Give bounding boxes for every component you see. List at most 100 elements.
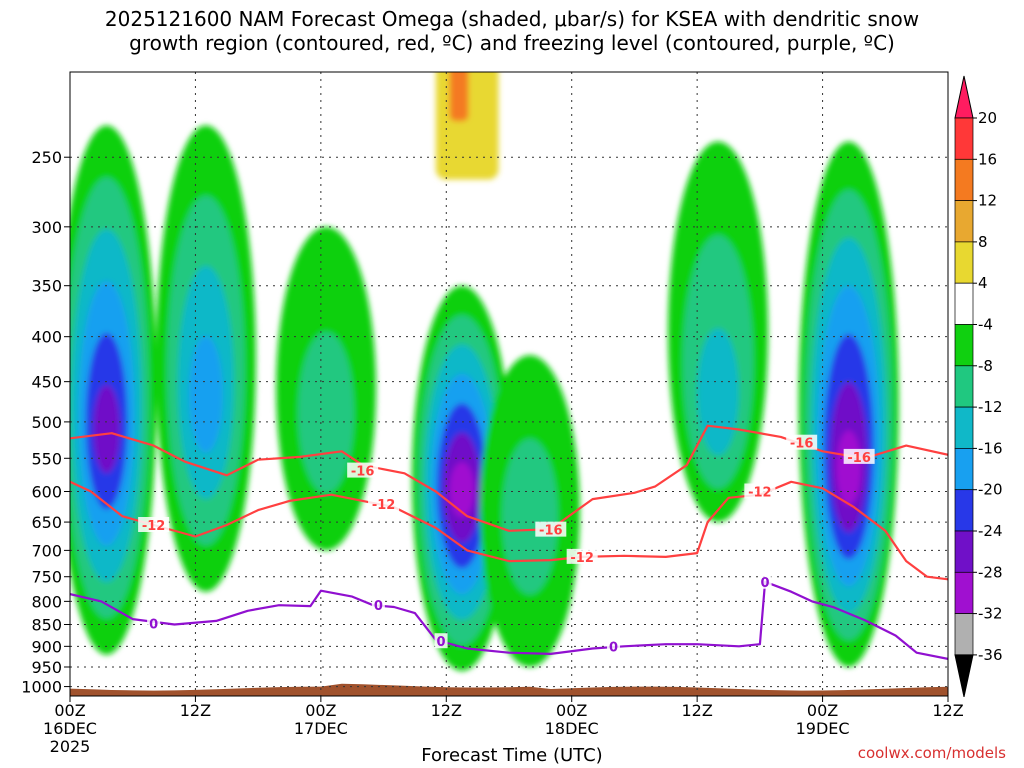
colorbar-swatch-2	[954, 158, 974, 201]
y-tick-label-550: 550	[31, 449, 62, 468]
positive-omega-peak-1	[449, 72, 469, 122]
y-tick-label-1000: 1000	[21, 678, 62, 697]
colorbar-label-1: 20	[978, 109, 997, 127]
y-tick-label-400: 400	[31, 328, 62, 347]
y-tick-label-950: 950	[31, 658, 62, 677]
colorbar-label-6: -4	[978, 316, 993, 334]
colorbar: 20 16 12 8 4 -4 -8 -12 -16 -20 -24 -28 -32 -36	[954, 75, 1003, 698]
omega-core-6-level-3	[697, 328, 739, 456]
contour-label-bg-12	[607, 638, 621, 654]
contour-label-bg-6	[368, 496, 400, 512]
colorbar-label-9: -16	[978, 439, 1003, 457]
x-tick-label-72: 00Z	[807, 701, 838, 720]
x-tick-date-24: 17DEC	[294, 719, 348, 738]
colorbar-swatch-1	[954, 117, 974, 160]
y-tick-label-350: 350	[31, 277, 62, 296]
y-tick-label-600: 600	[31, 483, 62, 502]
colorbar-label-11: -24	[978, 522, 1003, 540]
y-tick-label-750: 750	[31, 568, 62, 587]
colorbar-label-8: -12	[978, 398, 1003, 416]
contour-label-1: -16	[351, 465, 375, 480]
x-tick-label-12: 12Z	[180, 701, 211, 720]
contour-label-bg-3	[786, 434, 818, 450]
chart-title-line-1: 2025121600 NAM Forecast Omega (shaded, μ…	[104, 7, 920, 31]
x-tick-date-48: 18DEC	[545, 719, 599, 738]
colorbar-swatch-13	[954, 613, 974, 656]
colorbar-label-14: -36	[978, 646, 1003, 664]
y-tick-label-500: 500	[31, 413, 62, 432]
terrain-band	[70, 683, 948, 696]
contour-label-6: -12	[372, 498, 396, 513]
contour-label-bg-13	[758, 573, 772, 589]
colorbar-swatch-8	[954, 406, 974, 449]
contours: -16 -16 -16 -16 -12 -12 -12 -12 0 0 0 0 0	[70, 424, 948, 660]
colorbar-label-3: 12	[978, 192, 997, 210]
colorbar-label-13: -32	[978, 605, 1003, 623]
omega-field	[70, 72, 899, 671]
credit-text: coolwx.com/models	[857, 744, 1006, 762]
contour-label-7: -12	[570, 551, 594, 566]
contour-label-bg-8	[744, 483, 776, 499]
omega-core-1-level-6	[93, 384, 120, 474]
contour-label-bg-10	[371, 597, 385, 613]
x-tick-label-48: 00Z	[556, 701, 587, 720]
contour-label-bg-9	[147, 615, 161, 631]
contour-label-bg-5	[138, 517, 170, 533]
y-tick-label-700: 700	[31, 541, 62, 560]
x-tick-label-84: 12Z	[932, 701, 963, 720]
contour-label-bg-1	[347, 462, 379, 478]
x-tick-label-60: 12Z	[681, 701, 712, 720]
y-tick-label-650: 650	[31, 513, 62, 532]
colorbar-swatch-3	[954, 200, 974, 243]
contour-label-12: 0	[609, 640, 618, 655]
x-tick-date-0: 16DEC	[43, 719, 97, 738]
contour-line-3	[70, 580, 948, 660]
colorbar-swatch-5	[954, 282, 974, 325]
colorbar-label-2: 16	[978, 150, 997, 168]
colorbar-swatch-9	[954, 448, 974, 491]
contour-line-1	[70, 424, 948, 532]
colorbar-swatch-10	[954, 489, 974, 532]
contour-label-4: -16	[847, 451, 871, 466]
colorbar-label-10: -20	[978, 481, 1003, 499]
omega-core-7-level-7	[836, 430, 861, 506]
omega-core-4-level-7	[449, 462, 475, 518]
contour-label-9: 0	[149, 618, 158, 633]
contour-label-bg-4	[843, 448, 875, 464]
colorbar-top-arrow	[954, 75, 974, 119]
contour-label-2: -16	[539, 524, 563, 539]
colorbar-swatch-4	[954, 241, 974, 284]
plot-frame	[69, 71, 949, 697]
colorbar-swatch-7	[954, 365, 974, 408]
terrain-surface	[70, 683, 948, 696]
y-tick-label-850: 850	[31, 616, 62, 635]
contour-label-11: 0	[437, 635, 446, 650]
contour-label-bg-11	[434, 633, 448, 649]
colorbar-label-12: -28	[978, 563, 1003, 581]
y-axis: 250 300 350 400 450 500 550 600 650 700 750 800 850 9…	[21, 148, 70, 697]
y-tick-label-300: 300	[31, 218, 62, 237]
contour-label-8: -12	[748, 486, 772, 501]
x-tick-date-72: 19DEC	[796, 719, 850, 738]
x-tick-year-0: 2025	[50, 737, 91, 756]
omega-core-3-level-2	[298, 331, 355, 494]
contour-label-10: 0	[374, 599, 383, 614]
colorbar-swatch-6	[954, 324, 974, 367]
x-axis-title: Forecast Time (UTC)	[421, 745, 603, 766]
chart-title-line-2: growth region (contoured, red, ºC) and f…	[129, 31, 895, 55]
colorbar-swatch-12	[954, 571, 974, 614]
contour-label-5: -12	[142, 519, 166, 534]
x-tick-label-36: 12Z	[431, 701, 462, 720]
colorbar-bottom-arrow	[954, 654, 974, 698]
contour-label-bg-2	[535, 521, 567, 537]
y-tick-label-250: 250	[31, 148, 62, 167]
y-tick-label-900: 900	[31, 637, 62, 656]
x-tick-label-0: 00Z	[54, 701, 85, 720]
omega-core-5-level-2	[501, 438, 558, 595]
omega-core-2-level-4	[188, 336, 223, 453]
colorbar-label-4: 8	[978, 233, 988, 251]
contour-label-3: -16	[790, 437, 814, 452]
y-tick-label-800: 800	[31, 592, 62, 611]
contour-label-13: 0	[761, 576, 770, 591]
